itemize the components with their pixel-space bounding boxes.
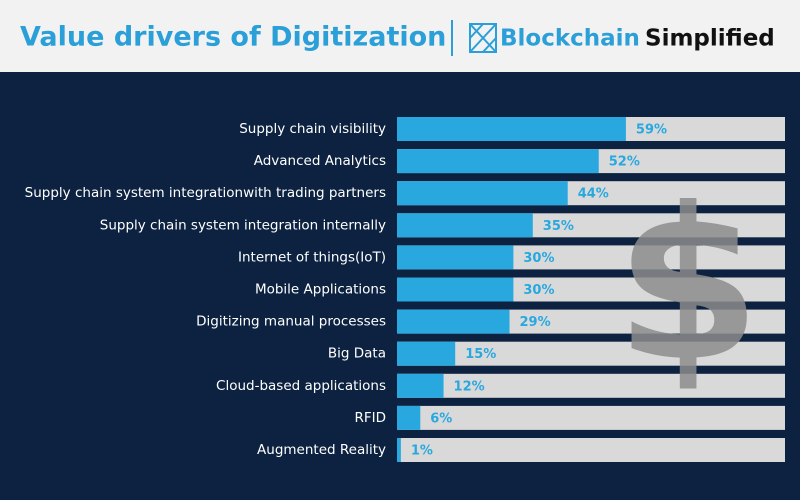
category-label: Supply chain system integration internal… <box>100 217 386 233</box>
value-label: 12% <box>454 379 485 394</box>
bar-track <box>397 438 785 462</box>
bar <box>397 245 514 270</box>
bar <box>397 117 626 141</box>
logo-icon <box>469 23 497 53</box>
value-label: 6% <box>430 411 452 426</box>
value-label: 44% <box>578 187 609 202</box>
bar <box>397 438 401 462</box>
bar <box>397 181 568 206</box>
value-label: 30% <box>523 251 554 266</box>
value-label: 15% <box>465 347 496 362</box>
category-label: Augmented Reality <box>257 442 386 458</box>
chart-title: Value drivers of Digitization <box>20 22 446 53</box>
value-label: 1% <box>411 444 433 459</box>
value-label: 59% <box>636 123 667 138</box>
bar <box>397 213 533 238</box>
category-label: Internet of things(IoT) <box>238 249 386 265</box>
value-label: 35% <box>543 219 574 234</box>
bar <box>397 341 456 366</box>
category-label: RFID <box>354 410 386 426</box>
brand-second: Simplified <box>645 26 775 52</box>
value-label: 29% <box>520 315 551 330</box>
bar <box>397 373 444 398</box>
bar <box>397 309 510 334</box>
category-label: Cloud-based applications <box>216 378 386 394</box>
bar-track <box>397 341 785 366</box>
bars: Supply chain visibility 59% Advanced Analy… <box>25 117 785 462</box>
category-label: Advanced Analytics <box>254 153 386 169</box>
header-band <box>0 0 800 72</box>
category-label: Supply chain system integrationwith trad… <box>25 185 386 201</box>
category-label: Supply chain visibility <box>239 121 386 137</box>
category-label: Big Data <box>328 346 386 362</box>
bar-track <box>397 373 785 398</box>
bar <box>397 277 514 302</box>
value-label: 52% <box>609 155 640 170</box>
category-label: Mobile Applications <box>255 282 386 298</box>
bar <box>397 405 421 430</box>
dollar-watermark: $ <box>615 163 761 408</box>
category-label: Digitizing manual processes <box>196 314 386 330</box>
bar-track <box>397 405 785 430</box>
bar <box>397 149 599 174</box>
value-label: 30% <box>523 283 554 298</box>
brand-first: Blockchain <box>500 26 640 52</box>
